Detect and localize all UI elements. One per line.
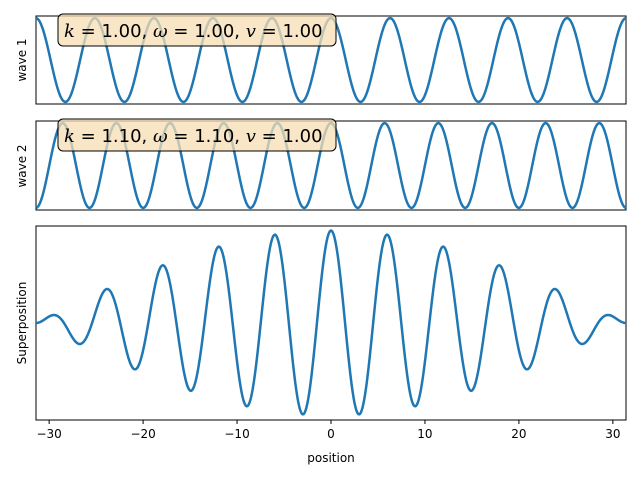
y-axis-label: wave 1 <box>15 38 29 81</box>
panel-wave-2: wave 2 k = 1.10, ω = 1.10, v = 1.00 <box>15 118 627 211</box>
parameter-text: k = 1.00, ω = 1.00, v = 1.00 <box>64 21 323 42</box>
x-axis-label: position <box>307 451 355 465</box>
panel-superposition: Superposition position −30 −20 −10 0 10 20 30 <box>15 225 627 465</box>
x-tick-label: 30 <box>605 427 620 441</box>
x-axis-ticks: −30 −20 −10 0 10 20 30 <box>36 420 620 441</box>
panel-wave-1: wave 1 k = 1.00, ω = 1.00, v = 1.00 <box>15 13 627 105</box>
parameter-box: k = 1.00, ω = 1.00, v = 1.00 <box>57 13 337 47</box>
x-tick-label: −10 <box>224 427 249 441</box>
parameter-box: k = 1.10, ω = 1.10, v = 1.00 <box>57 118 337 152</box>
x-tick-label: 0 <box>327 427 335 441</box>
axes-frame <box>35 225 627 421</box>
y-axis-label: wave 2 <box>15 144 29 187</box>
x-tick-label: −30 <box>36 427 61 441</box>
y-axis-label: Superposition <box>15 282 29 365</box>
x-tick-label: 10 <box>417 427 432 441</box>
parameter-text: k = 1.10, ω = 1.10, v = 1.00 <box>64 126 323 147</box>
superposition-series-line <box>35 229 627 416</box>
x-tick-label: −20 <box>130 427 155 441</box>
x-tick-label: 20 <box>511 427 526 441</box>
